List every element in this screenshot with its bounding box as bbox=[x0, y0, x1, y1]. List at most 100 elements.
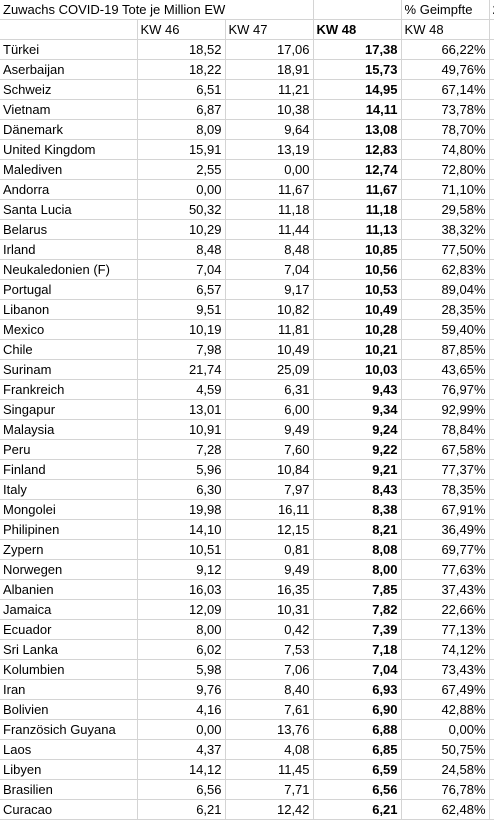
edge-cell[interactable] bbox=[489, 479, 494, 500]
kw48-cell[interactable]: 13,08 bbox=[313, 119, 402, 140]
country-cell[interactable]: Italy bbox=[0, 479, 138, 500]
kw48-cell[interactable]: 10,85 bbox=[313, 239, 402, 260]
edge-cell[interactable] bbox=[489, 219, 494, 240]
kw46-cell[interactable]: 6,56 bbox=[137, 779, 226, 800]
kw46-cell[interactable]: 8,00 bbox=[137, 619, 226, 640]
kw46-cell[interactable]: 6,87 bbox=[137, 99, 226, 120]
country-cell[interactable]: Aserbaijan bbox=[0, 59, 138, 80]
country-cell[interactable]: Mexico bbox=[0, 319, 138, 340]
kw46-cell[interactable]: 6,57 bbox=[137, 279, 226, 300]
pct-geimpfte-cell[interactable]: 78,84% bbox=[401, 419, 490, 440]
edge-cell[interactable] bbox=[489, 279, 494, 300]
kw46-cell[interactable]: 7,98 bbox=[137, 339, 226, 360]
edge-cell[interactable] bbox=[489, 339, 494, 360]
kw47-cell[interactable]: 0,42 bbox=[225, 619, 314, 640]
edge-cell[interactable] bbox=[489, 59, 494, 80]
kw46-cell[interactable]: 13,01 bbox=[137, 399, 226, 420]
kw48-cell[interactable]: 10,03 bbox=[313, 359, 402, 380]
kw46-cell[interactable]: 16,03 bbox=[137, 579, 226, 600]
country-cell[interactable]: Philipinen bbox=[0, 519, 138, 540]
country-cell[interactable]: Curacao bbox=[0, 799, 138, 820]
kw46-cell[interactable]: 10,19 bbox=[137, 319, 226, 340]
kw47-cell[interactable]: 10,38 bbox=[225, 99, 314, 120]
edge-cell[interactable] bbox=[489, 299, 494, 320]
country-cell[interactable]: Santa Lucia bbox=[0, 199, 138, 220]
kw48-cell[interactable]: 11,18 bbox=[313, 199, 402, 220]
kw48-cell[interactable]: 14,95 bbox=[313, 79, 402, 100]
pct-geimpfte-cell[interactable]: 76,97% bbox=[401, 379, 490, 400]
kw46-cell[interactable]: 0,00 bbox=[137, 179, 226, 200]
pct-geimpfte-cell[interactable]: 74,12% bbox=[401, 639, 490, 660]
kw46-cell[interactable]: 50,32 bbox=[137, 199, 226, 220]
pct-geimpfte-cell[interactable]: 71,10% bbox=[401, 179, 490, 200]
kw46-cell[interactable]: 6,51 bbox=[137, 79, 226, 100]
country-cell[interactable]: Chile bbox=[0, 339, 138, 360]
kw47-cell[interactable]: 7,04 bbox=[225, 259, 314, 280]
country-cell[interactable]: Portugal bbox=[0, 279, 138, 300]
edge-cell[interactable] bbox=[489, 779, 494, 800]
country-cell[interactable]: Brasilien bbox=[0, 779, 138, 800]
edge-cell[interactable] bbox=[489, 519, 494, 540]
kw46-cell[interactable]: 2,55 bbox=[137, 159, 226, 180]
kw48-cell[interactable]: 9,21 bbox=[313, 459, 402, 480]
edge-cell[interactable] bbox=[489, 659, 494, 680]
kw48-cell[interactable]: 10,21 bbox=[313, 339, 402, 360]
pct-geimpfte-cell[interactable]: 73,78% bbox=[401, 99, 490, 120]
edge-cell[interactable] bbox=[489, 159, 494, 180]
kw47-cell[interactable]: 10,49 bbox=[225, 339, 314, 360]
pct-geimpfte-cell[interactable]: 66,22% bbox=[401, 39, 490, 60]
kw48-cell[interactable]: 8,38 bbox=[313, 499, 402, 520]
kw47-cell[interactable]: 11,81 bbox=[225, 319, 314, 340]
pct-geimpfte-cell[interactable]: 67,58% bbox=[401, 439, 490, 460]
kw48-cell[interactable]: 6,88 bbox=[313, 719, 402, 740]
kw48-cell[interactable]: 6,85 bbox=[313, 739, 402, 760]
kw46-cell[interactable]: 8,48 bbox=[137, 239, 226, 260]
country-cell[interactable]: Peru bbox=[0, 439, 138, 460]
country-cell[interactable]: Bolivien bbox=[0, 699, 138, 720]
kw48-cell[interactable]: 10,56 bbox=[313, 259, 402, 280]
header-kw48-cell[interactable]: KW 48 bbox=[313, 19, 402, 40]
pct-geimpfte-cell[interactable]: 22,66% bbox=[401, 599, 490, 620]
kw46-cell[interactable]: 9,12 bbox=[137, 559, 226, 580]
kw46-cell[interactable]: 8,09 bbox=[137, 119, 226, 140]
edge-cell[interactable] bbox=[489, 139, 494, 160]
kw46-cell[interactable]: 5,96 bbox=[137, 459, 226, 480]
pct-geimpfte-cell[interactable]: 78,70% bbox=[401, 119, 490, 140]
pct-geimpfte-cell[interactable]: 38,32% bbox=[401, 219, 490, 240]
country-cell[interactable]: Libanon bbox=[0, 299, 138, 320]
country-cell[interactable]: Singapur bbox=[0, 399, 138, 420]
pct-geimpfte-cell[interactable]: 69,77% bbox=[401, 539, 490, 560]
country-cell[interactable]: Laos bbox=[0, 739, 138, 760]
kw47-cell[interactable]: 0,81 bbox=[225, 539, 314, 560]
kw48-cell[interactable]: 6,21 bbox=[313, 799, 402, 820]
kw48-cell[interactable]: 7,85 bbox=[313, 579, 402, 600]
kw47-cell[interactable]: 9,49 bbox=[225, 559, 314, 580]
country-cell[interactable]: Norwegen bbox=[0, 559, 138, 580]
kw47-cell[interactable]: 7,97 bbox=[225, 479, 314, 500]
pct-geimpfte-cell[interactable]: 36,49% bbox=[401, 519, 490, 540]
country-cell[interactable]: Libyen bbox=[0, 759, 138, 780]
kw48-cell[interactable]: 9,43 bbox=[313, 379, 402, 400]
kw48-cell[interactable]: 6,93 bbox=[313, 679, 402, 700]
pct-geimpfte-cell[interactable]: 0,00% bbox=[401, 719, 490, 740]
edge-cell[interactable] bbox=[489, 499, 494, 520]
pct-geimpfte-cell[interactable]: 78,35% bbox=[401, 479, 490, 500]
edge-cell[interactable] bbox=[489, 799, 494, 820]
kw47-cell[interactable]: 13,19 bbox=[225, 139, 314, 160]
pct-geimpfte-cell[interactable]: 89,04% bbox=[401, 279, 490, 300]
kw46-cell[interactable]: 6,02 bbox=[137, 639, 226, 660]
country-cell[interactable]: Surinam bbox=[0, 359, 138, 380]
kw47-cell[interactable]: 7,60 bbox=[225, 439, 314, 460]
kw48-cell[interactable]: 10,53 bbox=[313, 279, 402, 300]
kw46-cell[interactable]: 0,00 bbox=[137, 719, 226, 740]
kw47-cell[interactable]: 11,21 bbox=[225, 79, 314, 100]
kw46-cell[interactable]: 7,28 bbox=[137, 439, 226, 460]
edge-cell[interactable] bbox=[489, 99, 494, 120]
pct-geimpfte-cell[interactable]: 50,75% bbox=[401, 739, 490, 760]
kw48-cell[interactable]: 9,24 bbox=[313, 419, 402, 440]
kw46-cell[interactable]: 4,16 bbox=[137, 699, 226, 720]
kw46-cell[interactable]: 4,37 bbox=[137, 739, 226, 760]
edge-cell[interactable] bbox=[489, 439, 494, 460]
kw48-cell[interactable]: 7,18 bbox=[313, 639, 402, 660]
empty-cell[interactable] bbox=[313, 0, 402, 20]
